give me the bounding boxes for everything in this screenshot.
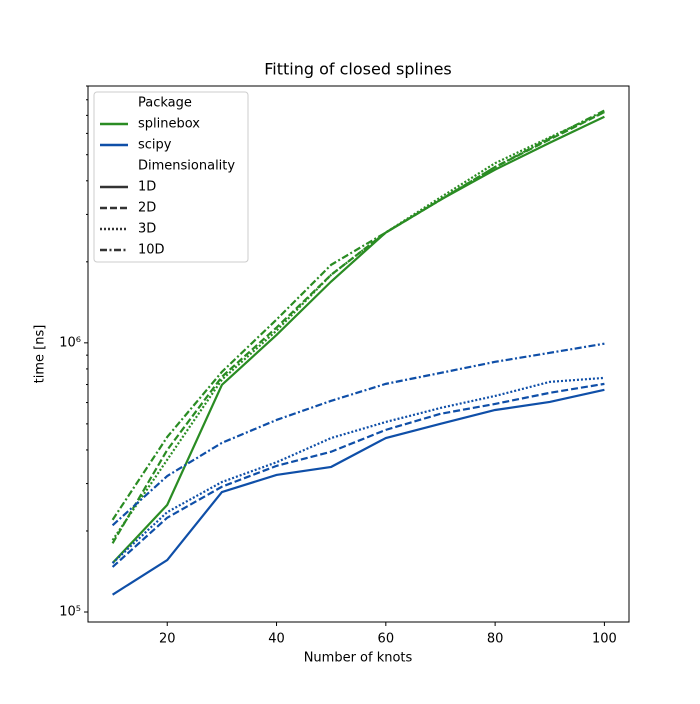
series-line (111, 376, 605, 564)
x-axis-label: Number of knots (304, 651, 413, 666)
legend-box (93, 91, 249, 263)
legend-label: 10D (138, 243, 165, 258)
legend-label: 3D (138, 222, 156, 237)
chart-title: Fitting of closed splines (264, 60, 452, 79)
legend-label: 1D (138, 180, 156, 195)
legend-label: 2D (138, 201, 156, 216)
legend-title: Package (138, 96, 192, 111)
series-line (111, 111, 605, 541)
y-tick-label: 10⁵ (59, 604, 81, 619)
series-line (111, 115, 605, 564)
plot-frame (87, 85, 630, 623)
x-tick-label: 40 (268, 632, 285, 647)
series-line (111, 342, 605, 527)
series-line (111, 382, 605, 568)
series-line (112, 388, 605, 596)
y-axis-label: time [ns] (33, 325, 48, 384)
x-tick-label: 100 (592, 632, 617, 647)
x-tick-label: 20 (159, 632, 176, 647)
legend-title: Dimensionality (138, 159, 235, 174)
legend-label: splinebox (138, 117, 200, 132)
y-tick-label: 10⁶ (59, 335, 81, 350)
series-line (111, 109, 605, 521)
x-tick-label: 80 (487, 632, 504, 647)
x-tick-label: 60 (378, 632, 395, 647)
legend-label: scipy (138, 138, 172, 153)
